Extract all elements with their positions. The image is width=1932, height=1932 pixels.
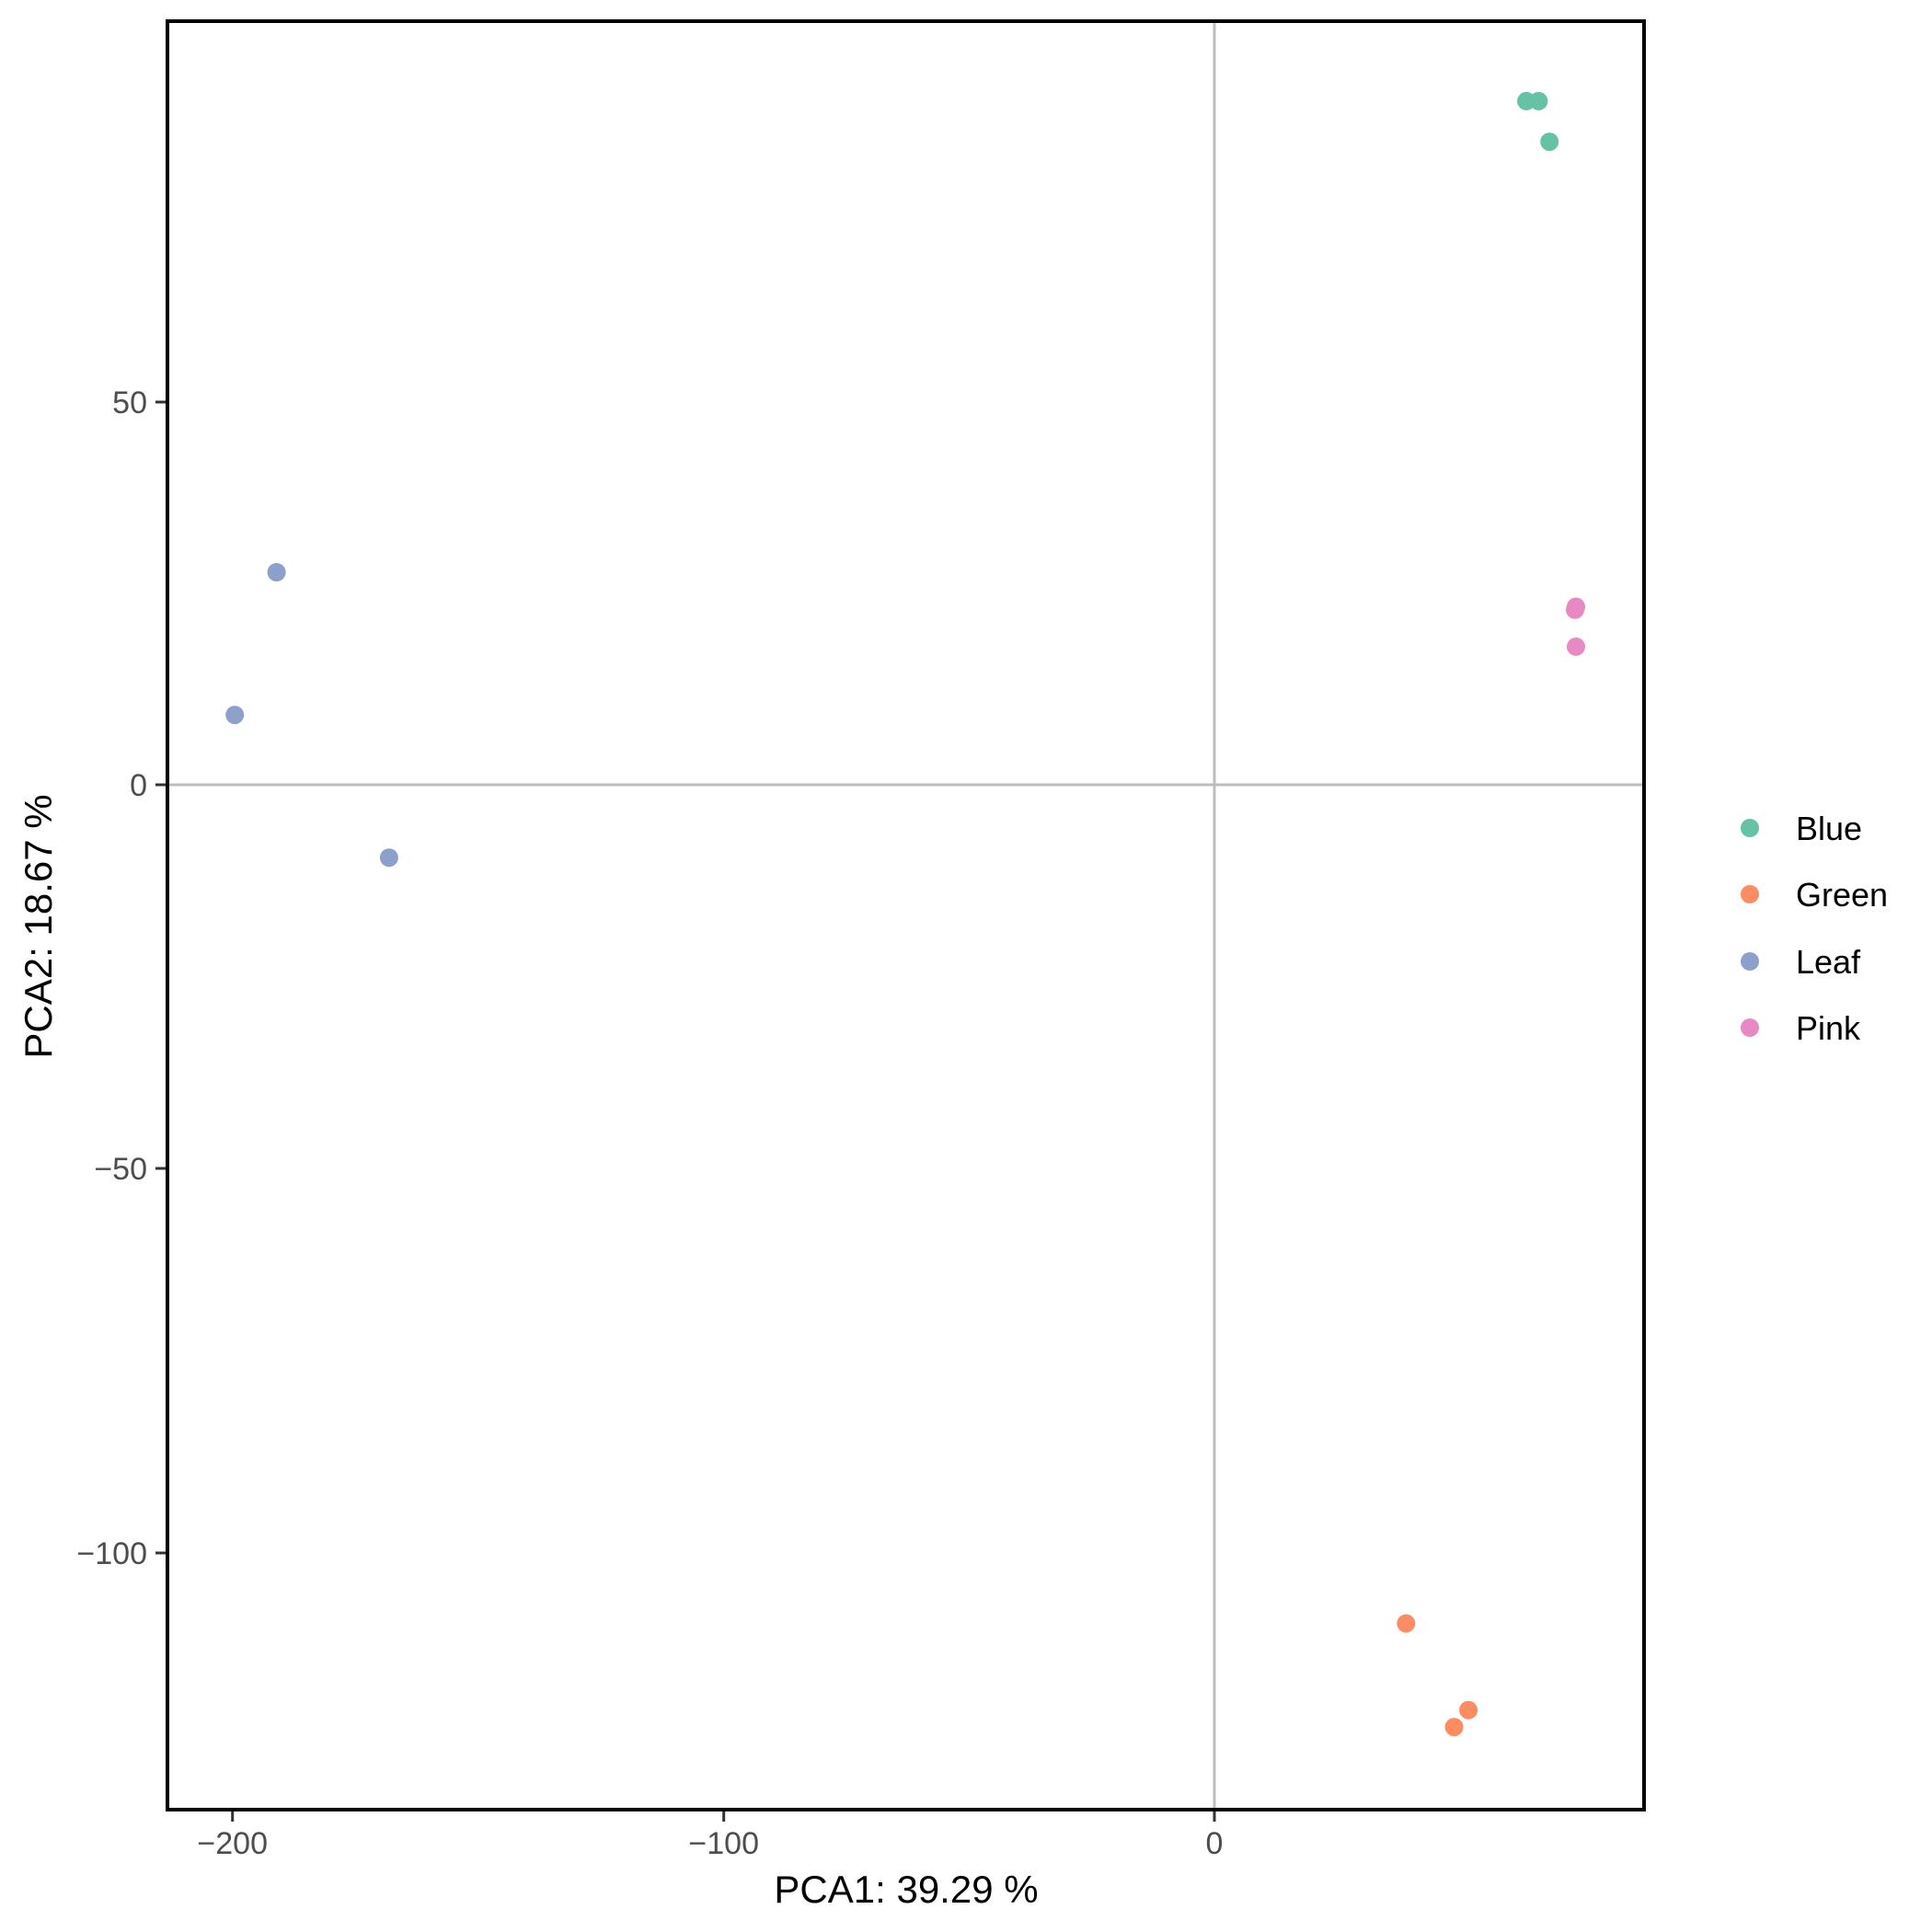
y-tick-label: −100 xyxy=(76,1536,147,1571)
data-point-blue xyxy=(1529,91,1548,110)
y-tick-label: 0 xyxy=(130,768,147,803)
legend-key-dot-icon xyxy=(1741,819,1759,837)
x-tick-label: −200 xyxy=(197,1826,268,1861)
y-tick-label: −50 xyxy=(94,1152,147,1187)
legend-item-leaf: Leaf xyxy=(1741,943,1861,981)
legend-key-dot-icon xyxy=(1741,1018,1759,1037)
y-axis: 50 0 −50 −100 PCA2: 18.67 % xyxy=(17,385,166,1571)
legend-label: Green xyxy=(1796,876,1888,914)
legend-item-green: Green xyxy=(1741,876,1888,914)
legend-item-blue: Blue xyxy=(1741,810,1862,847)
x-tick-label: 0 xyxy=(1206,1826,1224,1861)
plot-panel-border xyxy=(166,19,1646,1811)
legend-key-dot-icon xyxy=(1741,885,1759,903)
data-point-blue xyxy=(1540,132,1559,152)
legend-label: Leaf xyxy=(1796,943,1861,981)
data-point-leaf xyxy=(225,706,245,725)
legend-key-dot-icon xyxy=(1741,952,1759,971)
legend: Blue Green Leaf Pink xyxy=(1741,810,1888,1047)
data-point-leaf xyxy=(379,848,398,868)
y-axis-title: PCA2: 18.67 % xyxy=(17,794,60,1058)
data-points xyxy=(225,91,1585,1737)
data-point-pink xyxy=(1567,637,1585,656)
data-point-green xyxy=(1397,1614,1416,1633)
data-point-green xyxy=(1459,1700,1478,1719)
x-axis-title: PCA1: 39.29 % xyxy=(774,1868,1038,1911)
data-point-leaf xyxy=(267,563,286,581)
legend-label: Pink xyxy=(1796,1009,1861,1047)
legend-label: Blue xyxy=(1796,810,1862,847)
y-tick-label: 50 xyxy=(112,385,147,420)
x-tick-label: −100 xyxy=(688,1826,759,1861)
x-axis: −200 −100 0 PCA1: 39.29 % xyxy=(197,1811,1223,1911)
legend-item-pink: Pink xyxy=(1741,1009,1861,1047)
data-point-green xyxy=(1444,1718,1464,1737)
data-point-pink xyxy=(1566,600,1584,619)
